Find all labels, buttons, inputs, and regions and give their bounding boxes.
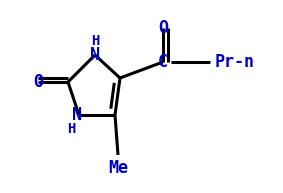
Text: H: H bbox=[67, 122, 75, 136]
Text: O: O bbox=[33, 73, 43, 91]
Text: H: H bbox=[91, 34, 99, 48]
Text: Pr-n: Pr-n bbox=[215, 53, 255, 71]
Text: N: N bbox=[72, 106, 82, 124]
Text: C: C bbox=[158, 53, 168, 71]
Text: N: N bbox=[90, 46, 100, 64]
Text: Me: Me bbox=[108, 159, 128, 177]
Text: O: O bbox=[158, 19, 168, 37]
